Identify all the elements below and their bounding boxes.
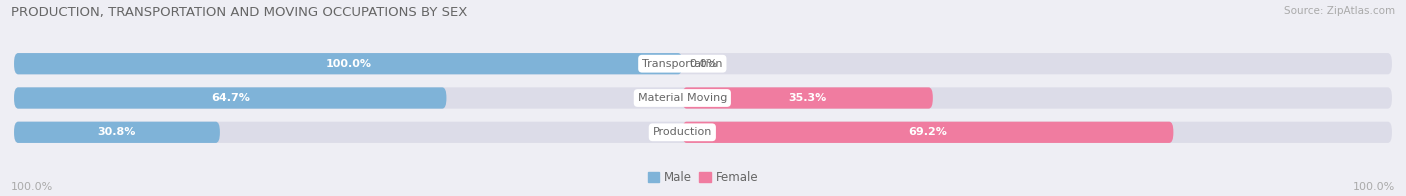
Text: Production: Production [652,127,711,137]
Text: 100.0%: 100.0% [325,59,371,69]
FancyBboxPatch shape [14,122,219,143]
Text: 100.0%: 100.0% [11,182,53,192]
FancyBboxPatch shape [14,53,682,74]
Legend: Male, Female: Male, Female [643,166,763,189]
Text: 100.0%: 100.0% [1353,182,1395,192]
FancyBboxPatch shape [14,87,447,109]
FancyBboxPatch shape [682,87,932,109]
FancyBboxPatch shape [14,122,1392,143]
FancyBboxPatch shape [14,87,1392,109]
Text: 0.0%: 0.0% [689,59,717,69]
Text: Source: ZipAtlas.com: Source: ZipAtlas.com [1284,6,1395,16]
Text: 35.3%: 35.3% [789,93,827,103]
FancyBboxPatch shape [682,122,1174,143]
FancyBboxPatch shape [14,53,1392,74]
Text: 30.8%: 30.8% [98,127,136,137]
Text: Transportation: Transportation [643,59,723,69]
Text: Material Moving: Material Moving [638,93,727,103]
Text: 69.2%: 69.2% [908,127,948,137]
Text: 64.7%: 64.7% [211,93,250,103]
Text: PRODUCTION, TRANSPORTATION AND MOVING OCCUPATIONS BY SEX: PRODUCTION, TRANSPORTATION AND MOVING OC… [11,6,468,19]
